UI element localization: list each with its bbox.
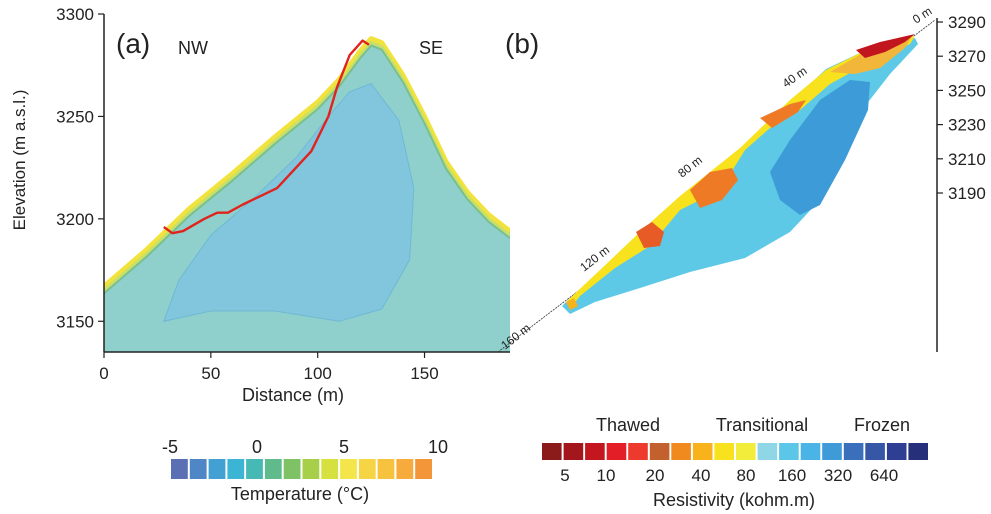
resistivity-colorbar-swatch <box>585 443 605 460</box>
resistivity-colorbar-tick: 320 <box>824 466 852 485</box>
resistivity-colorbar-swatch <box>908 443 928 460</box>
profile-label-80m: 80 m <box>675 153 705 180</box>
resistivity-colorbar-swatch <box>714 443 734 460</box>
resistivity-colorbar-swatch <box>649 443 670 460</box>
direction-se-label: SE <box>419 38 443 58</box>
right-axis-tick-label: 3190 <box>948 184 986 203</box>
resistivity-colorbar-tick: 40 <box>692 466 711 485</box>
temperature-colorbar-swatch <box>227 459 245 479</box>
resistivity-section <box>562 34 918 314</box>
right-axis-tick-label: 3290 <box>948 13 986 32</box>
category-label-transitional: Transitional <box>716 415 808 435</box>
resistivity-medium-region <box>562 38 918 314</box>
resistivity-thawed-patch-mid <box>690 168 738 208</box>
resistivity-colorbar-swatch <box>606 443 627 460</box>
resistivity-colorbar-swatch <box>628 443 648 460</box>
resistivity-colorbar-tick: 5 <box>560 466 569 485</box>
temperature-colorbar-swatch <box>358 459 376 479</box>
panel-b: (b) 0 m 40 m 80 m 120 m 160 m 3290327032… <box>497 4 986 510</box>
temperature-colorbar-swatch <box>171 459 188 479</box>
temperature-colorbar-tick: 5 <box>339 437 349 457</box>
resistivity-colorbar-swatch <box>542 443 562 460</box>
temperature-colorbar-swatch <box>264 459 282 479</box>
temperature-colorbar-label: Temperature (°C) <box>231 484 369 504</box>
profile-label-40m: 40 m <box>780 64 810 91</box>
resistivity-colorbar-swatch <box>800 443 821 460</box>
category-label-thawed: Thawed <box>596 415 660 435</box>
resistivity-colorbar-tick: 160 <box>778 466 806 485</box>
resistivity-patch-base <box>566 298 578 310</box>
temperature-colorbar-swatch <box>415 459 432 479</box>
resistivity-colorbar: 5 10 20 40 80 160 320 640 <box>542 443 928 485</box>
temperature-colorbar-swatch <box>321 459 339 479</box>
panel-a-label: (a) <box>116 28 150 59</box>
resistivity-frozen-core <box>770 80 870 215</box>
temperature-colorbar-tick: 10 <box>428 437 448 457</box>
temperature-colorbar-swatch <box>208 459 226 479</box>
y-axis-title: Elevation (m a.s.l.) <box>10 90 29 231</box>
y-tick-label: 3250 <box>56 107 94 126</box>
mild-surface-band <box>104 41 510 292</box>
panel-a-axes: 0 50 100 150 3150 3200 3250 3300 <box>56 5 510 383</box>
temperature-colorbar-swatch <box>283 459 301 479</box>
temperature-colorbar-tick: 0 <box>252 437 262 457</box>
resistivity-colorbar-swatch <box>865 443 885 460</box>
panel-b-label: (b) <box>505 28 539 59</box>
right-axis-tick-label: 3230 <box>948 116 986 135</box>
resistivity-colorbar-swatch <box>671 443 691 460</box>
right-axis-tick-label: 3270 <box>948 47 986 66</box>
cold-core-region <box>163 82 415 322</box>
resistivity-colorbar-swatch <box>843 443 864 460</box>
resistivity-colorbar-swatch <box>779 443 799 460</box>
temperature-colorbar: -5 0 5 10 <box>162 437 448 479</box>
resistivity-thawed-patch-low <box>636 222 664 248</box>
temperature-colorbar-swatch <box>340 459 357 479</box>
resistivity-colorbar-swatch <box>757 443 778 460</box>
x-tick-label: 50 <box>201 364 220 383</box>
y-tick-label: 3200 <box>56 210 94 229</box>
resistivity-patch-upper <box>760 100 806 128</box>
temperature-colorbar-swatch <box>302 459 320 479</box>
temperature-colorbar-swatch <box>396 459 414 479</box>
resistivity-colorbar-tick: 20 <box>646 466 665 485</box>
resistivity-colorbar-swatch <box>736 443 756 460</box>
resistivity-thawed-patch-top <box>856 34 915 58</box>
boundary-line <box>163 39 370 235</box>
resistivity-colorbar-label: Resistivity (kohm.m) <box>653 490 815 510</box>
x-tick-label: 150 <box>410 364 438 383</box>
x-tick-label: 100 <box>303 364 331 383</box>
resistivity-colorbar-swatch <box>886 443 907 460</box>
resistivity-colorbar-tick: 80 <box>737 466 756 485</box>
resistivity-colorbar-tick: 10 <box>597 466 616 485</box>
y-tick-label: 3150 <box>56 312 94 331</box>
temperature-colorbar-swatch <box>189 459 207 479</box>
direction-nw-label: NW <box>178 38 208 58</box>
y-tick-label: 3300 <box>56 5 94 24</box>
temperature-colorbar-tick: -5 <box>162 437 178 457</box>
right-axis-tick-label: 3210 <box>948 150 986 169</box>
temperature-colorbar-swatch <box>377 459 395 479</box>
panel-b-right-axis-ticks: 3290 3270 3250 3230 3210 3190 <box>937 13 986 203</box>
x-axis-title: Distance (m) <box>242 385 344 405</box>
warm-surface-band <box>104 36 510 289</box>
resistivity-colorbar-swatch <box>692 443 713 460</box>
right-axis-tick-label: 3250 <box>948 81 986 100</box>
resistivity-colorbar-swatch <box>563 443 584 460</box>
temperature-colorbar-swatch <box>246 459 263 479</box>
x-tick-label: 0 <box>99 364 108 383</box>
category-label-frozen: Frozen <box>854 415 910 435</box>
transition-surface-band <box>104 44 510 295</box>
resistivity-colorbar-tick: 640 <box>870 466 898 485</box>
resistivity-colorbar-swatch <box>822 443 842 460</box>
temperature-field <box>104 36 510 352</box>
